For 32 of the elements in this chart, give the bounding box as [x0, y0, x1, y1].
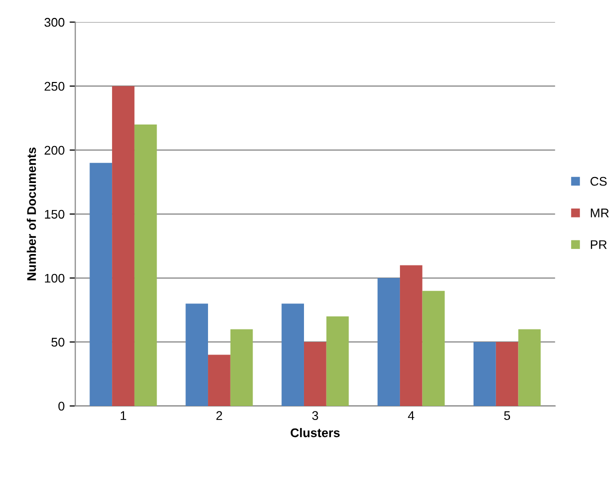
legend-label: PR	[590, 240, 607, 249]
y-tick-label: 0	[58, 402, 64, 411]
y-tick-label: 150	[44, 210, 64, 219]
bar	[282, 304, 304, 406]
x-tick-label: 2	[216, 411, 222, 420]
y-tick-label: 200	[44, 146, 64, 155]
x-tick-label: 3	[312, 411, 318, 420]
bar	[134, 124, 157, 406]
bar	[518, 329, 541, 406]
x-tick-label: 4	[408, 411, 414, 420]
bar	[304, 342, 326, 406]
y-tick-label: 300	[44, 18, 64, 27]
bar	[422, 290, 445, 406]
y-tick-label: 50	[51, 338, 64, 347]
y-axis-title: Number of Documents	[26, 148, 36, 280]
legend-label: MR	[590, 208, 609, 218]
bar	[326, 316, 349, 406]
bar	[230, 329, 253, 406]
bar	[186, 304, 208, 406]
x-tick-label: 5	[504, 411, 510, 420]
bar	[208, 354, 230, 406]
legend-label: CS	[590, 176, 607, 186]
bar	[496, 342, 518, 406]
bar	[474, 342, 496, 406]
x-axis-title: Clusters	[290, 428, 340, 438]
x-tick-label: 1	[120, 411, 126, 420]
bar	[112, 86, 134, 406]
bar	[378, 278, 400, 406]
bar	[90, 162, 112, 406]
y-tick-label: 250	[44, 82, 64, 91]
y-tick-label: 100	[44, 274, 64, 283]
bar	[400, 265, 422, 406]
